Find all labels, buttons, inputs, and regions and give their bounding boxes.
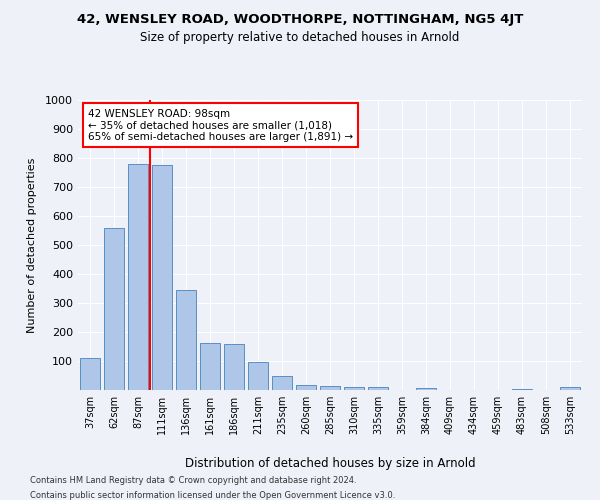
- Y-axis label: Number of detached properties: Number of detached properties: [27, 158, 37, 332]
- Bar: [296, 385, 316, 390]
- Text: Contains public sector information licensed under the Open Government Licence v3: Contains public sector information licen…: [30, 491, 395, 500]
- Bar: [272, 376, 292, 390]
- Bar: [344, 386, 364, 390]
- Text: 42 WENSLEY ROAD: 98sqm
← 35% of detached houses are smaller (1,018)
65% of semi-: 42 WENSLEY ROAD: 98sqm ← 35% of detached…: [88, 108, 353, 142]
- Text: 42, WENSLEY ROAD, WOODTHORPE, NOTTINGHAM, NG5 4JT: 42, WENSLEY ROAD, WOODTHORPE, NOTTINGHAM…: [77, 12, 523, 26]
- Bar: [128, 164, 148, 390]
- Text: Distribution of detached houses by size in Arnold: Distribution of detached houses by size …: [185, 458, 475, 470]
- Text: Size of property relative to detached houses in Arnold: Size of property relative to detached ho…: [140, 31, 460, 44]
- Bar: [80, 358, 100, 390]
- Bar: [224, 344, 244, 390]
- Bar: [320, 386, 340, 390]
- Bar: [368, 387, 388, 390]
- Text: Contains HM Land Registry data © Crown copyright and database right 2024.: Contains HM Land Registry data © Crown c…: [30, 476, 356, 485]
- Bar: [104, 228, 124, 390]
- Bar: [152, 166, 172, 390]
- Bar: [200, 342, 220, 390]
- Bar: [416, 388, 436, 390]
- Bar: [248, 362, 268, 390]
- Bar: [560, 387, 580, 390]
- Bar: [176, 290, 196, 390]
- Bar: [512, 388, 532, 390]
